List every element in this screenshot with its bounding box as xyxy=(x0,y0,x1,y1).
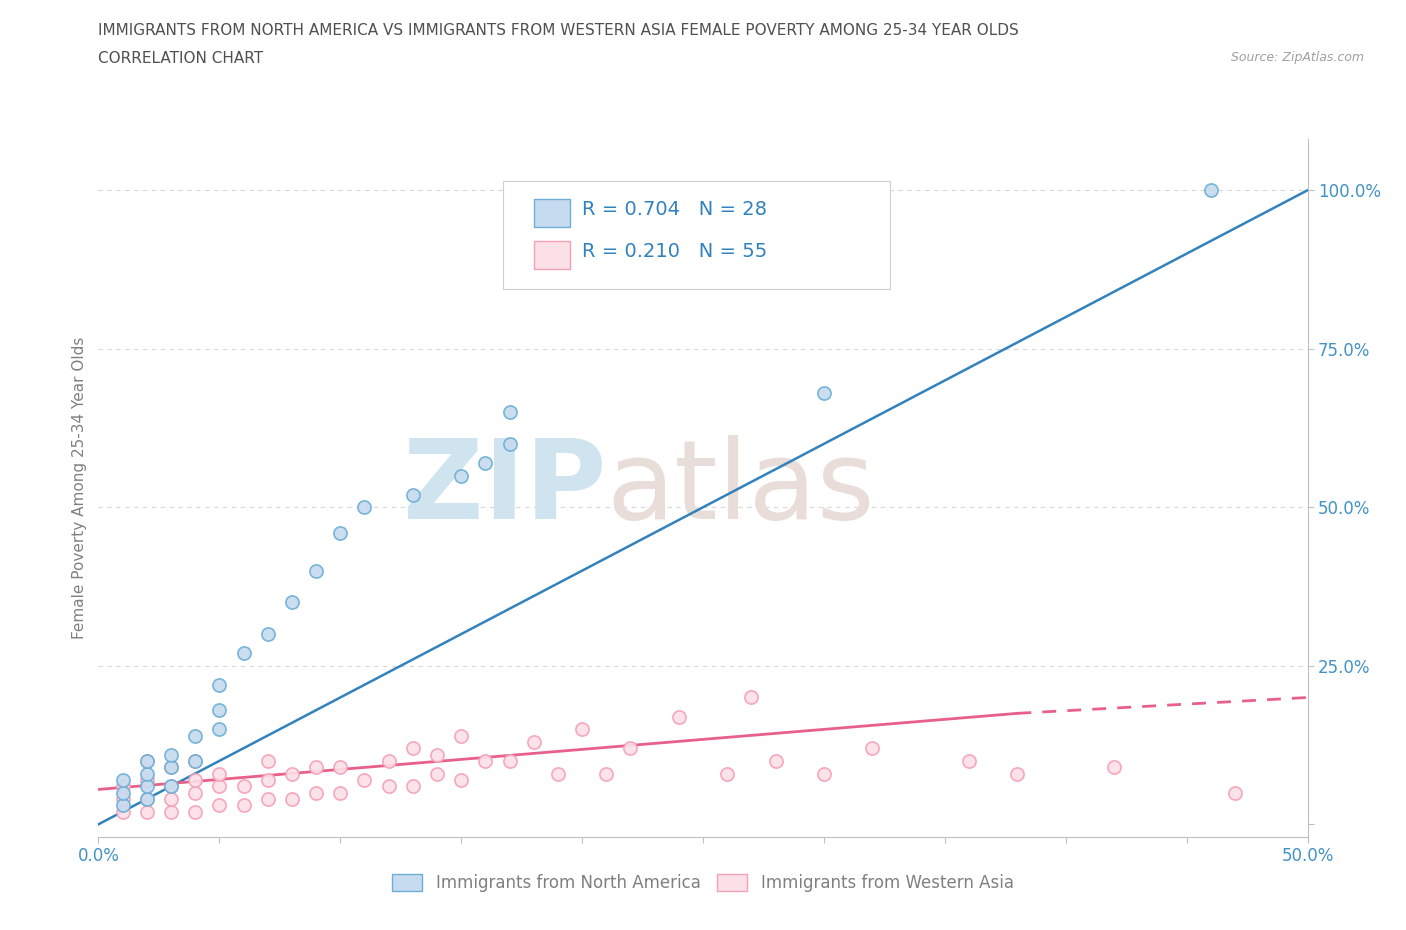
Point xyxy=(160,778,183,793)
Point xyxy=(450,773,472,788)
Point xyxy=(426,747,449,762)
Point xyxy=(740,690,762,705)
Point xyxy=(208,703,231,718)
Point xyxy=(305,785,328,800)
Point xyxy=(135,804,157,819)
Point xyxy=(208,798,231,813)
Point xyxy=(256,753,278,768)
Point xyxy=(135,766,157,781)
Point xyxy=(208,677,231,692)
Bar xyxy=(534,199,569,227)
Point xyxy=(160,760,183,775)
Point xyxy=(135,778,157,793)
Text: Source: ZipAtlas.com: Source: ZipAtlas.com xyxy=(1230,51,1364,64)
Text: CORRELATION CHART: CORRELATION CHART xyxy=(98,51,263,66)
Legend: Immigrants from North America, Immigrants from Western Asia: Immigrants from North America, Immigrant… xyxy=(385,867,1021,898)
Bar xyxy=(534,241,569,269)
Point xyxy=(208,778,231,793)
Point xyxy=(474,456,496,471)
Point xyxy=(329,525,352,540)
Point xyxy=(111,773,134,788)
Point xyxy=(377,778,399,793)
Point xyxy=(765,753,787,768)
Point xyxy=(523,735,546,750)
Point xyxy=(1007,766,1029,781)
Point xyxy=(111,778,134,793)
Point xyxy=(135,773,157,788)
Point xyxy=(1199,183,1222,198)
Text: R = 0.704   N = 28: R = 0.704 N = 28 xyxy=(582,200,768,219)
Point xyxy=(305,564,328,578)
Point xyxy=(281,766,304,781)
Point xyxy=(353,773,375,788)
Point xyxy=(619,741,641,756)
Point xyxy=(135,753,157,768)
Point xyxy=(111,785,134,800)
Point xyxy=(135,791,157,806)
Point xyxy=(256,627,278,642)
Text: IMMIGRANTS FROM NORTH AMERICA VS IMMIGRANTS FROM WESTERN ASIA FEMALE POVERTY AMO: IMMIGRANTS FROM NORTH AMERICA VS IMMIGRA… xyxy=(98,23,1019,38)
Point xyxy=(571,722,593,737)
Point xyxy=(595,766,617,781)
Point xyxy=(450,728,472,743)
Point xyxy=(160,760,183,775)
Point xyxy=(160,791,183,806)
Point xyxy=(135,791,157,806)
Point xyxy=(426,766,449,781)
Point xyxy=(111,791,134,806)
Point xyxy=(208,766,231,781)
Point xyxy=(208,722,231,737)
Point xyxy=(232,645,254,660)
Point xyxy=(184,773,207,788)
Point xyxy=(957,753,980,768)
Point xyxy=(111,804,134,819)
Point xyxy=(353,499,375,514)
Point xyxy=(305,760,328,775)
Point xyxy=(135,753,157,768)
Text: ZIP: ZIP xyxy=(404,434,606,542)
Y-axis label: Female Poverty Among 25-34 Year Olds: Female Poverty Among 25-34 Year Olds xyxy=(72,337,87,640)
Point xyxy=(329,760,352,775)
Point xyxy=(160,778,183,793)
Point xyxy=(281,791,304,806)
Point xyxy=(813,386,835,401)
Point xyxy=(377,753,399,768)
Point xyxy=(860,741,883,756)
Point xyxy=(474,753,496,768)
Point xyxy=(256,773,278,788)
Point xyxy=(232,798,254,813)
FancyBboxPatch shape xyxy=(503,181,890,289)
Point xyxy=(716,766,738,781)
Point xyxy=(1102,760,1125,775)
Point xyxy=(498,436,520,451)
Point xyxy=(256,791,278,806)
Point xyxy=(184,753,207,768)
Text: atlas: atlas xyxy=(606,434,875,542)
Point xyxy=(1223,785,1246,800)
Point xyxy=(547,766,569,781)
Point xyxy=(402,487,425,502)
Point xyxy=(111,798,134,813)
Point xyxy=(184,804,207,819)
Point xyxy=(450,468,472,483)
Point xyxy=(184,753,207,768)
Point xyxy=(184,785,207,800)
Point xyxy=(402,778,425,793)
Point xyxy=(232,778,254,793)
Point xyxy=(498,405,520,419)
Point xyxy=(813,766,835,781)
Point xyxy=(160,747,183,762)
Point xyxy=(498,753,520,768)
Point xyxy=(281,595,304,610)
Point xyxy=(668,709,690,724)
Point xyxy=(160,804,183,819)
Point xyxy=(329,785,352,800)
Point xyxy=(402,741,425,756)
Text: R = 0.210   N = 55: R = 0.210 N = 55 xyxy=(582,242,768,260)
Point xyxy=(184,728,207,743)
